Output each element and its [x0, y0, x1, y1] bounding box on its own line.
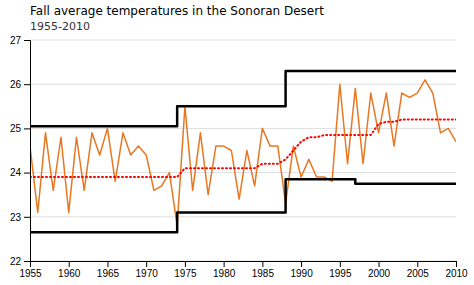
x-tick-label: 2010	[445, 268, 468, 279]
x-axis: 1955 1960 1965 1970 1975 1980 1985 1990 1995 2000…	[19, 261, 468, 279]
x-tick-label: 1985	[252, 268, 275, 279]
x-tick-mark	[224, 261, 225, 267]
subtitle: 1955-2010	[30, 20, 90, 33]
series-line	[30, 71, 456, 126]
x-tick-mark	[340, 261, 341, 267]
y-tick-mark	[24, 128, 30, 129]
series-group	[30, 71, 456, 232]
x-tick: 1970	[136, 261, 159, 279]
x-tick-mark	[146, 261, 147, 267]
y-axis-line	[24, 41, 31, 262]
chart: Fall average temperatures in the Sonoran…	[0, 0, 474, 285]
x-tick-mark	[456, 261, 457, 267]
y-tick-label: 25	[10, 123, 22, 134]
y-tick-label: 23	[10, 212, 22, 223]
x-tick-label: 1960	[58, 268, 81, 279]
plot-area: 1955 1960 1965 1970 1975 1980 1985 1990 1995 2000…	[10, 35, 468, 279]
y-tick-mark	[24, 40, 30, 41]
x-tick: 1980	[213, 261, 236, 279]
x-tick: 1995	[329, 261, 352, 279]
y-tick: 24	[10, 167, 30, 178]
x-tick-label: 1975	[174, 268, 197, 279]
x-tick-mark	[301, 261, 302, 267]
y-tick-mark	[24, 261, 30, 262]
x-tick-mark	[69, 261, 70, 267]
grid-line	[30, 40, 456, 41]
x-tick: 1965	[97, 261, 120, 279]
x-tick: 2010	[445, 261, 468, 279]
y-tick: 26	[10, 79, 30, 90]
grid	[30, 40, 456, 261]
x-tick: 1960	[58, 261, 81, 279]
y-tick-label: 22	[10, 256, 22, 267]
x-tick: 1990	[290, 261, 313, 279]
y-tick: 25	[10, 123, 30, 134]
x-tick-label: 2000	[368, 268, 391, 279]
y-tick-label: 27	[10, 35, 22, 46]
grid-line	[30, 216, 456, 217]
series-line	[30, 120, 456, 177]
x-tick-label: 1965	[97, 268, 120, 279]
title-group: Fall average temperatures in the Sonoran…	[30, 4, 324, 33]
x-tick-mark	[185, 261, 186, 267]
x-tick-label: 1955	[19, 268, 42, 279]
y-tick-label: 26	[10, 79, 22, 90]
x-tick: 2005	[407, 261, 430, 279]
x-tick-label: 1990	[290, 268, 313, 279]
y-tick-mark	[24, 217, 30, 218]
x-tick-label: 1995	[329, 268, 352, 279]
x-tick: 1975	[174, 261, 197, 279]
x-tick-label: 2005	[407, 268, 430, 279]
x-tick: 2000	[368, 261, 391, 279]
series-line	[30, 179, 456, 232]
x-tick-mark	[417, 261, 418, 267]
y-tick-mark	[24, 173, 30, 174]
grid-line	[30, 84, 456, 85]
title: Fall average temperatures in the Sonoran…	[30, 4, 324, 18]
y-tick: 22	[10, 256, 30, 267]
series-line	[30, 80, 456, 226]
y-tick-label: 24	[10, 167, 22, 178]
x-tick-label: 1970	[136, 268, 159, 279]
y-axis: 22 23 24 25 26 27	[10, 35, 31, 267]
y-tick: 23	[10, 212, 30, 223]
y-tick-mark	[24, 84, 30, 85]
y-tick: 27	[10, 35, 30, 46]
x-tick: 1955	[19, 261, 42, 279]
x-tick-mark	[107, 261, 108, 267]
x-tick: 1985	[252, 261, 275, 279]
x-tick-mark	[262, 261, 263, 267]
x-tick-mark	[379, 261, 380, 267]
x-axis-line	[31, 262, 457, 268]
x-tick-label: 1980	[213, 268, 236, 279]
